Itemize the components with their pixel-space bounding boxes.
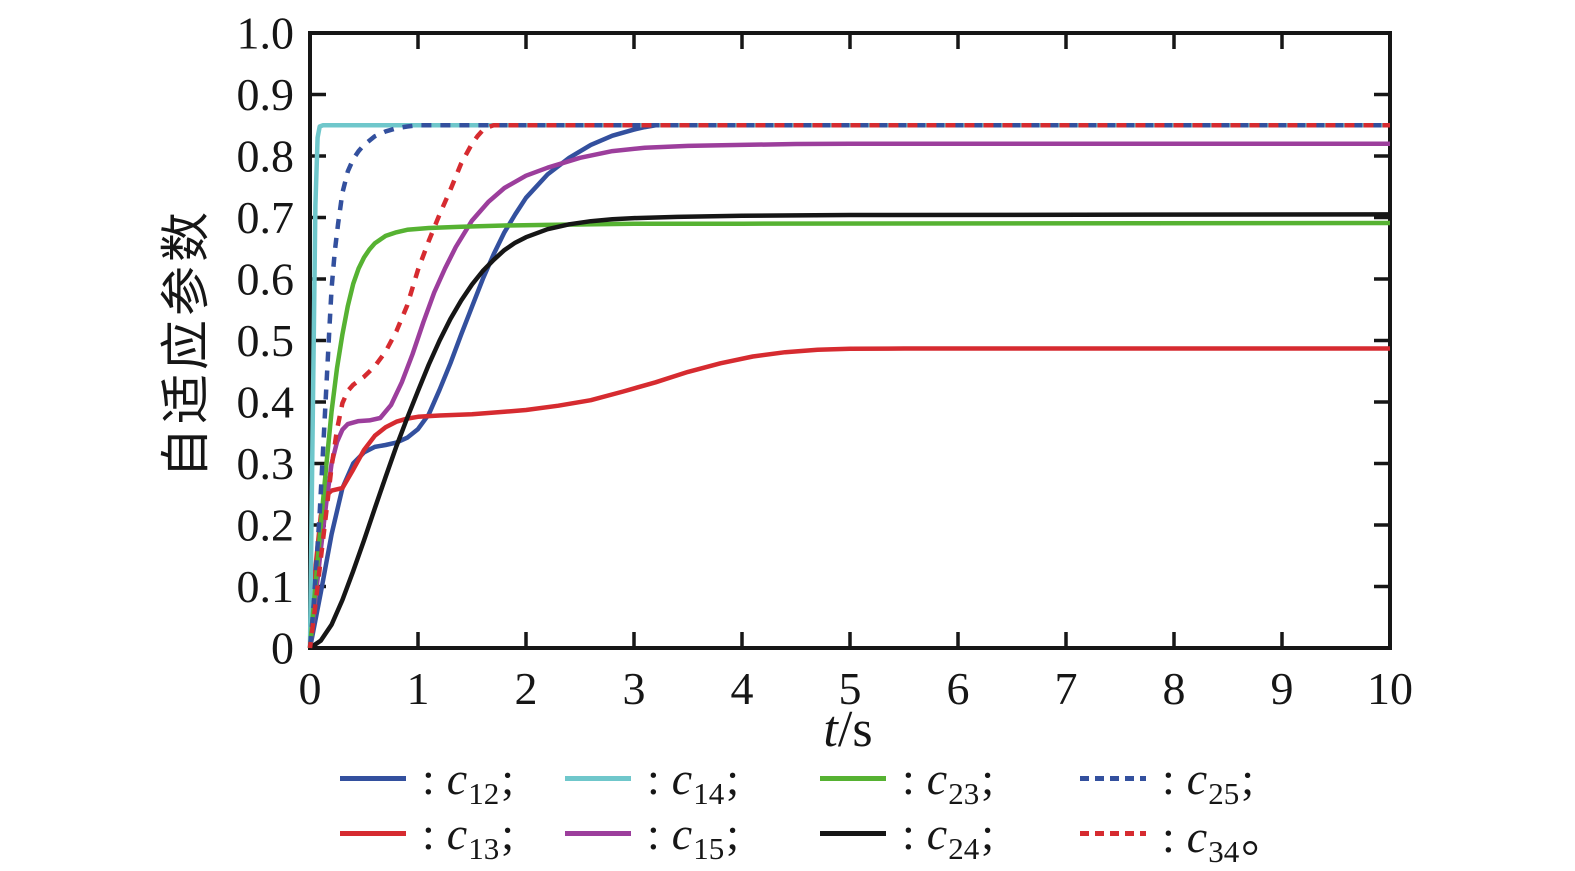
y-tick-label: 0.7 (237, 192, 295, 243)
x-tick-label: 9 (1271, 663, 1294, 714)
x-tick-label: 0 (299, 663, 322, 714)
legend-dashed-line-sample (1080, 830, 1146, 836)
legend-item-c34: : c 34。 (1080, 805, 1287, 869)
x-axis-unit: /s (837, 701, 873, 758)
legend-label: : c 12; (422, 752, 514, 811)
legend-item-c14: : c 14; (565, 750, 739, 811)
y-tick-label: 0.2 (237, 500, 295, 551)
y-tick-label: 0.8 (237, 131, 295, 182)
legend-label: : c 14; (647, 752, 739, 811)
curve-c34 (307, 123, 1390, 649)
curve-c13 (307, 346, 1390, 649)
legend-label: : c 34。 (1162, 811, 1288, 869)
y-tick-label: 0.5 (237, 315, 295, 366)
curve-c15 (307, 141, 1390, 649)
legend-solid-line-sample (340, 775, 406, 781)
legend-solid-line-sample (820, 830, 886, 836)
legend-solid-line-sample (340, 830, 406, 836)
curve-c24 (308, 212, 1391, 650)
y-tick-label: 0.3 (237, 438, 295, 489)
legend-item-c15: : c 15; (565, 805, 739, 866)
y-tick-label: 0 (271, 623, 294, 674)
x-tick-label: 3 (623, 663, 646, 714)
legend-label: : c 23; (902, 752, 994, 811)
x-axis-variable: t (823, 701, 838, 758)
legend-label: : c 13; (422, 807, 514, 866)
legend-dashed-line-sample (1080, 775, 1146, 781)
legend-label: : c 15; (647, 807, 739, 866)
y-tick-label: 1.0 (237, 8, 295, 59)
curve-c25 (307, 123, 1390, 649)
curve-c12 (307, 123, 1390, 649)
x-tick-label: 5 (839, 663, 862, 714)
legend-solid-line-sample (820, 775, 886, 781)
curve-c14 (307, 123, 1390, 649)
x-tick-label: 10 (1367, 663, 1413, 714)
x-tick-label: 1 (407, 663, 430, 714)
x-tick-label: 7 (1055, 663, 1078, 714)
legend-solid-line-sample (565, 775, 631, 781)
x-axis-label: t/s (823, 700, 872, 759)
legend-item-c12: : c 12; (340, 750, 514, 811)
legend-solid-line-sample (565, 830, 631, 836)
x-tick-label: 6 (947, 663, 970, 714)
legend-label: : c 25; (1162, 752, 1254, 811)
legend-item-c13: : c 13; (340, 805, 514, 866)
x-tick-label: 8 (1163, 663, 1186, 714)
x-tick-label: 4 (731, 663, 754, 714)
curve-c23 (307, 220, 1391, 649)
y-axis-label: 自适应参数 (158, 208, 214, 478)
y-tick-label: 0.1 (237, 561, 295, 612)
y-tick-label: 0.9 (237, 69, 295, 120)
legend-label: : c 24; (902, 807, 994, 866)
x-tick-label: 2 (515, 663, 538, 714)
y-tick-label: 0.6 (237, 254, 295, 305)
legend-item-c23: : c 23; (820, 750, 994, 811)
y-tick-label: 0.4 (237, 377, 295, 428)
legend-item-c24: : c 24; (820, 805, 994, 866)
legend-item-c25: : c 25; (1080, 750, 1254, 811)
